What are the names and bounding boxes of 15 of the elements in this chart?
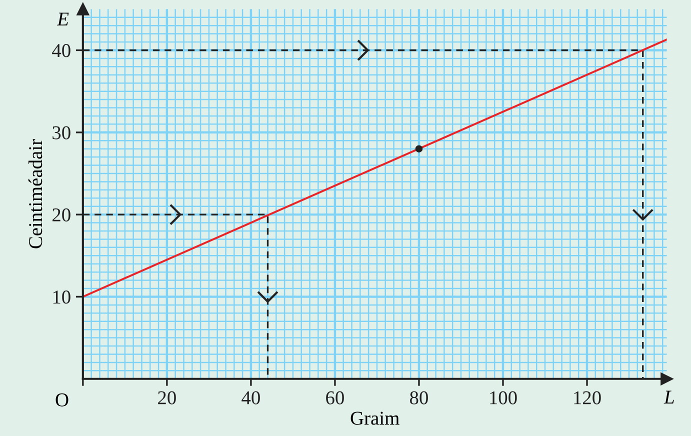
y-tick-label: 20 bbox=[52, 208, 70, 222]
x-axis-title: Graim bbox=[350, 412, 400, 425]
x-tick-label: 20 bbox=[158, 391, 176, 404]
text: O bbox=[56, 393, 68, 406]
x-tick-label: 100 bbox=[490, 391, 517, 404]
x-tick-label: 80 bbox=[410, 391, 428, 404]
y-tick-label: 30 bbox=[52, 126, 70, 140]
text: E bbox=[56, 12, 69, 26]
y-tick-label: 10 bbox=[53, 290, 70, 304]
x-tick-label: 40 bbox=[242, 391, 260, 404]
text: L bbox=[664, 390, 674, 404]
x-tick-label: 60 bbox=[326, 391, 344, 404]
y-tick-label: 40 bbox=[52, 44, 70, 58]
x-tick-label: 120 bbox=[574, 391, 601, 404]
y-axis-title: Ceintiméadair bbox=[28, 139, 42, 248]
